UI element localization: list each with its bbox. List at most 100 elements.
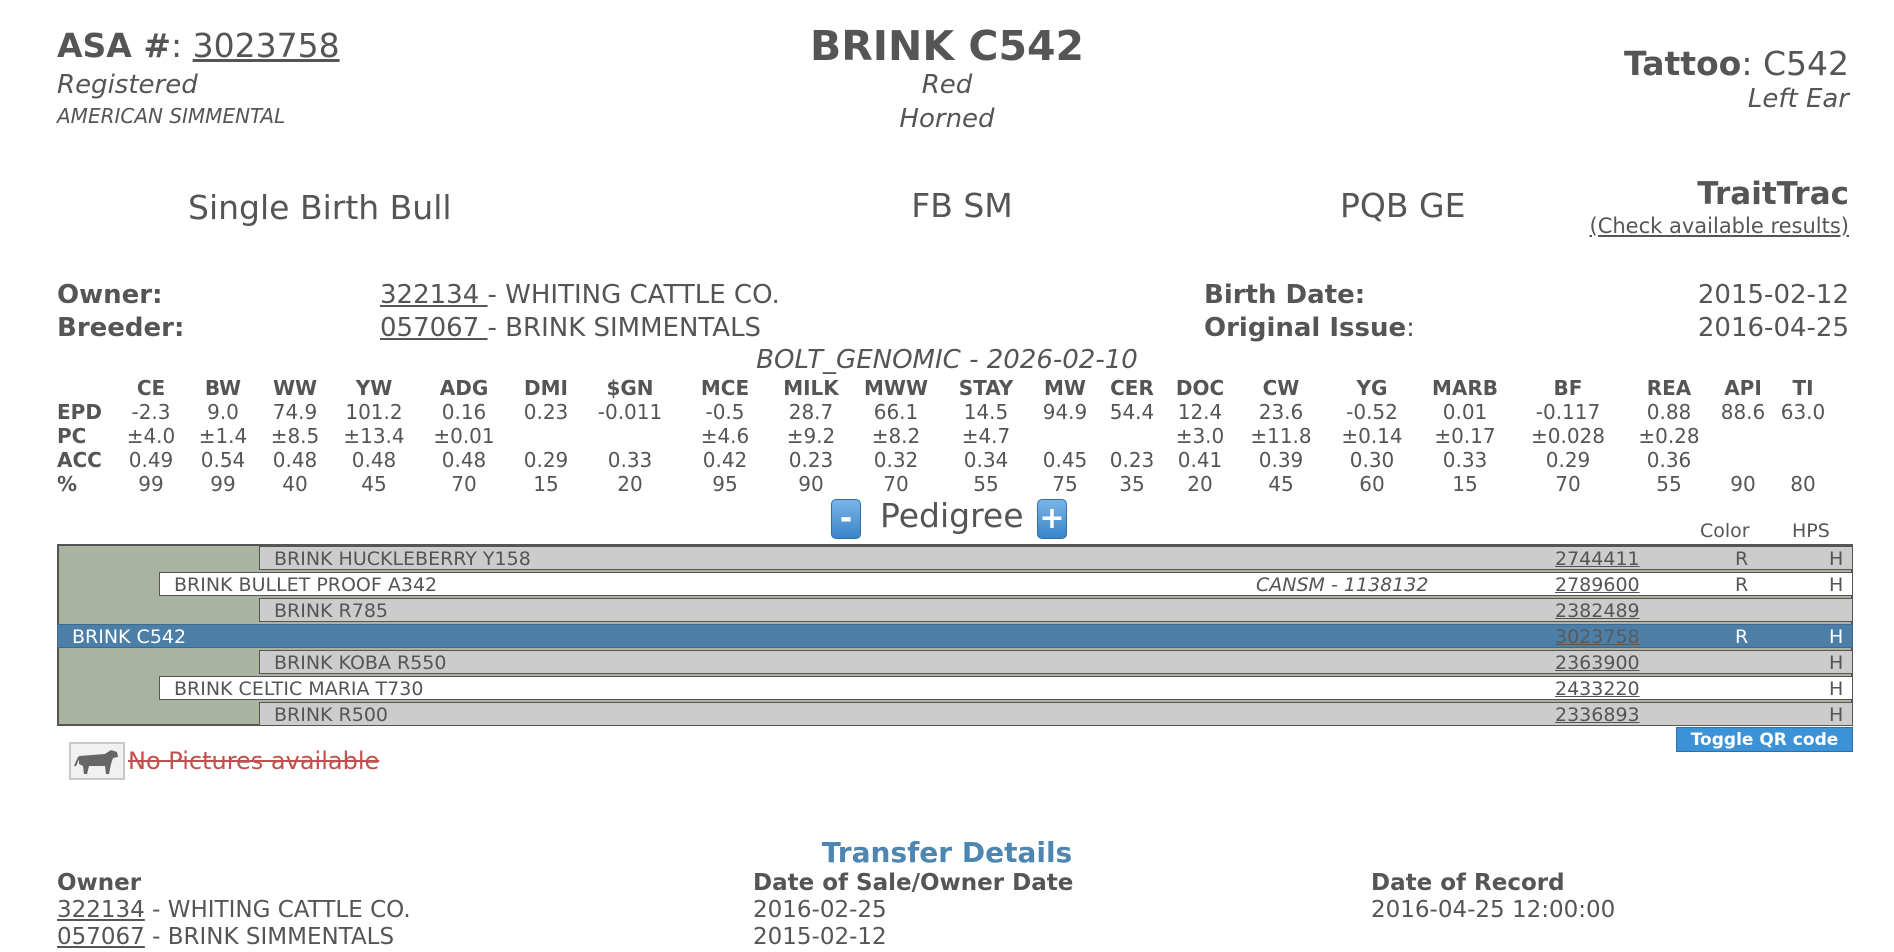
epd-value: 40	[282, 472, 308, 496]
epd-trait-header: BW	[204, 376, 242, 400]
pedigree-row-sire-dam[interactable]: BRINK R785 2382489	[259, 598, 1853, 622]
pedigree-row-dam[interactable]: BRINK CELTIC MARIA T730 2433220 H	[159, 676, 1853, 700]
registration-status: Registered	[57, 70, 198, 100]
epd-value: 14.5	[963, 400, 1009, 424]
pedigree-reg-link[interactable]: 2789600	[1555, 574, 1640, 596]
epd-value: 80	[1790, 472, 1816, 496]
epd-value: 0.34	[963, 448, 1009, 472]
pedigree-expand-button[interactable]: +	[1037, 499, 1067, 539]
epd-value: 94.9	[1042, 400, 1088, 424]
pedigree-row-self[interactable]: BRINK C542 3023758 R H	[57, 624, 1853, 648]
owner-id-link[interactable]: 322134	[380, 280, 488, 310]
epd-value	[511, 424, 581, 448]
transfer-record-date-header: Date of Record	[1371, 870, 1565, 896]
epd-value: 23.6	[1258, 400, 1304, 424]
pedigree-reg-link[interactable]: 2382489	[1555, 600, 1640, 622]
epd-value: 88.6	[1720, 400, 1766, 424]
epd-value: ±9.2	[786, 424, 836, 448]
epd-trait-header: MW	[1044, 376, 1086, 400]
epd-trait-header: REA	[1646, 376, 1692, 400]
epd-value: 15	[533, 472, 559, 496]
epd-trait-header: MARB	[1431, 376, 1499, 400]
epd-value: 0.33	[607, 448, 653, 472]
pedigree-animal-name: BRINK C542	[72, 626, 187, 648]
pedigree-animal-name: BRINK R785	[274, 600, 389, 622]
owner-name: - WHITING CATTLE CO.	[487, 280, 780, 310]
asa-number-link[interactable]: 3023758	[192, 26, 340, 65]
epd-value: ±13.4	[343, 424, 405, 448]
epd-value: 99	[210, 472, 236, 496]
cow-icon[interactable]	[69, 742, 125, 780]
epd-value: 0.54	[200, 448, 246, 472]
transfer-owner: 057067 - BRINK SIMMENTALS	[57, 924, 394, 950]
birth-date-label: Birth Date:	[1204, 280, 1366, 310]
pedigree-reg-link[interactable]: 3023758	[1555, 626, 1640, 648]
pedigree-color: R	[1735, 574, 1749, 596]
epd-value: 0.49	[128, 448, 174, 472]
epd-value: 0.41	[1177, 448, 1223, 472]
epd-trait-header: DOC	[1175, 376, 1225, 400]
breed-association: AMERICAN SIMMENTAL	[57, 104, 286, 128]
epd-value: 0.29	[523, 448, 569, 472]
transfer-owner-name: - BRINK SIMMENTALS	[144, 924, 395, 950]
epd-value: 55	[1656, 472, 1682, 496]
transfer-sale-date: 2015-02-12	[753, 924, 887, 950]
epd-value: 60	[1359, 472, 1385, 496]
epd-value: ±4.7	[961, 424, 1011, 448]
epd-value: -2.3	[131, 400, 171, 424]
transfer-owner-id-link[interactable]: 057067	[57, 924, 145, 950]
pedigree-row-sire-sire[interactable]: BRINK HUCKLEBERRY Y158 2744411 R H	[259, 546, 1853, 570]
epd-value: 45	[361, 472, 387, 496]
breeder-value: 057067 - BRINK SIMMENTALS	[380, 313, 761, 343]
epd-row-label: ACC	[57, 448, 102, 472]
epd-trait-header: MWW	[863, 376, 929, 400]
pedigree-animal-name: BRINK KOBA R550	[274, 652, 447, 674]
epd-row: ACC 0.49 0.54 0.48 0.48 0.48 0.29 0.33 0.42 0.23 0…	[57, 448, 1835, 472]
epd-value: -0.52	[1346, 400, 1398, 424]
epd-value: -0.011	[597, 400, 663, 424]
epd-value: ±4.6	[700, 424, 750, 448]
pedigree-reg-link[interactable]: 2744411	[1555, 548, 1640, 570]
breeder-id-link[interactable]: 057067	[380, 313, 488, 343]
epd-row-label: PC	[57, 424, 87, 448]
pedigree-row-sire[interactable]: BRINK BULLET PROOF A342 CANSM - 1138132 …	[159, 572, 1853, 596]
epd-value: 95	[712, 472, 738, 496]
epd-trait-header: CE	[136, 376, 166, 400]
pedigree-foreign-reg: CANSM - 1138132	[1256, 574, 1429, 596]
epd-source: BOLT_GENOMIC - 2026-02-10	[756, 345, 1138, 375]
epd-value: 0.88	[1646, 400, 1692, 424]
pedigree-hps-header: HPS	[1792, 520, 1830, 542]
epd-value: 0.29	[1545, 448, 1591, 472]
original-issue-value: 2016-04-25	[1697, 313, 1849, 343]
pedigree-collapse-button[interactable]: -	[831, 499, 861, 539]
epd-trait-header: ADG	[439, 376, 489, 400]
epd-value: 70	[883, 472, 909, 496]
traittrac-title: TraitTrac	[1697, 176, 1849, 212]
pedigree-hps: H	[1829, 652, 1844, 674]
epd-value: 0.01	[1442, 400, 1488, 424]
owner-label: Owner:	[57, 280, 163, 310]
breed-code: FB SM	[911, 186, 1013, 225]
epd-value: 74.9	[272, 400, 318, 424]
transfer-owner-id-link[interactable]: 322134	[57, 897, 145, 923]
pedigree-row-dam-dam[interactable]: BRINK R500 2336893 H	[259, 702, 1853, 726]
pedigree-animal-name: BRINK CELTIC MARIA T730	[174, 678, 424, 700]
toggle-qr-code-button[interactable]: Toggle QR code	[1676, 727, 1853, 752]
pedigree-reg-link[interactable]: 2363900	[1555, 652, 1640, 674]
epd-value: ±4.0	[126, 424, 176, 448]
no-pictures-label: No Pictures available	[128, 747, 380, 775]
epd-value: -0.5	[705, 400, 745, 424]
epd-value: ±0.01	[433, 424, 495, 448]
epd-trait-header: BF	[1553, 376, 1583, 400]
pedigree-reg-link[interactable]: 2336893	[1555, 704, 1640, 726]
epd-trait-header: STAY	[958, 376, 1014, 400]
pedigree-reg-link[interactable]: 2433220	[1555, 678, 1640, 700]
tattoo-label: Tattoo	[1623, 44, 1742, 83]
pedigree-row-dam-sire[interactable]: BRINK KOBA R550 2363900 H	[259, 650, 1853, 674]
traittrac-check-link[interactable]: (Check available results)	[1589, 214, 1849, 238]
transfer-sale-date-header: Date of Sale/Owner Date	[753, 870, 1074, 896]
epd-value: 99	[138, 472, 164, 496]
epd-value	[1715, 424, 1771, 448]
tattoo: Tattoo: C542	[1623, 44, 1849, 83]
pedigree-hps: H	[1829, 678, 1844, 700]
